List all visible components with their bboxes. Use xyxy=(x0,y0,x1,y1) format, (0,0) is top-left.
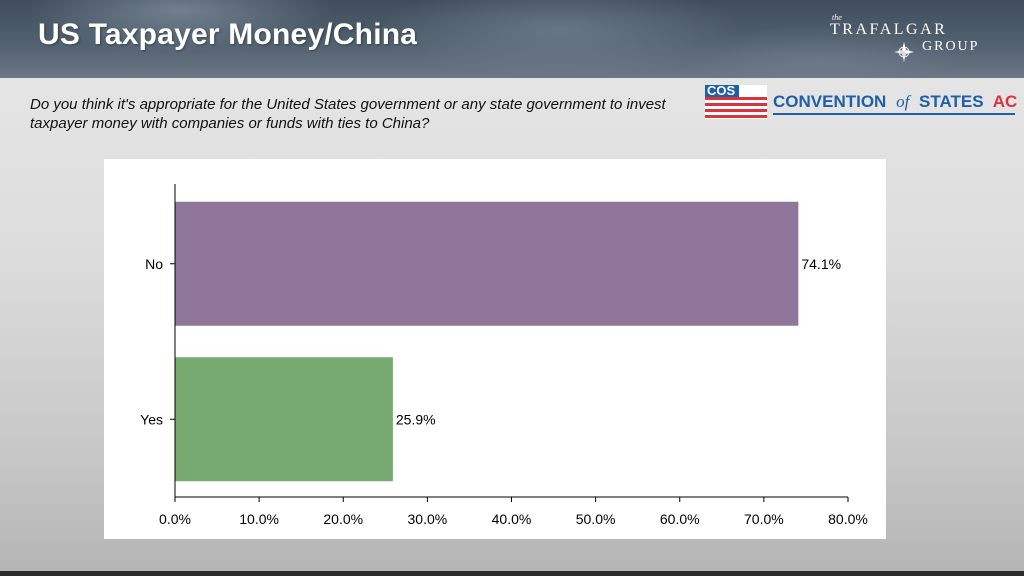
data-label-yes: 25.9% xyxy=(396,411,436,427)
bar-no xyxy=(175,201,799,326)
x-tick-label: 40.0% xyxy=(492,511,532,527)
data-label-no: 74.1% xyxy=(801,256,841,272)
brand-group: GROUP xyxy=(922,39,979,54)
cos-convention: CONVENTION xyxy=(773,92,886,111)
x-tick-label: 20.0% xyxy=(323,511,363,527)
trafalgar-group-logo: the TRAFALGAR GROUP xyxy=(830,13,979,62)
cos-states: STATES xyxy=(919,92,984,111)
header-banner xyxy=(0,0,1024,78)
x-tick-label: 0.0% xyxy=(159,511,191,527)
slide-title: US Taxpayer Money/China xyxy=(38,18,418,51)
x-tick-label: 10.0% xyxy=(239,511,279,527)
bottom-border xyxy=(0,571,1024,576)
cos-action: ACTION xyxy=(993,92,1017,111)
svg-text:CONVENTION of STATES: CONVENTION of STATES ACTION xyxy=(773,92,1017,111)
x-tick-label: 80.0% xyxy=(828,511,868,527)
bar-chart: No 74.1% Yes 25.9% 0.0% 10.0% 20.0% 30.0% 40.0% 5… xyxy=(140,184,868,527)
x-tick-label: 70.0% xyxy=(744,511,784,527)
cos-mark: COS xyxy=(707,83,736,98)
x-tick-label: 30.0% xyxy=(408,511,448,527)
survey-question: Do you think it's appropriate for the Un… xyxy=(30,96,666,132)
brand-trafalgar: TRAFALGAR xyxy=(830,21,947,38)
x-tick-label: 60.0% xyxy=(660,511,700,527)
cos-of: of xyxy=(896,92,912,111)
y-tick-label-no: No xyxy=(145,256,163,272)
convention-of-states-action-logo: COS CONVENTION of STATES ACTION xyxy=(705,83,1017,119)
chart-panel: No 74.1% Yes 25.9% 0.0% 10.0% 20.0% 30.0% 40.0% 5… xyxy=(104,159,886,539)
bar-yes xyxy=(175,357,393,482)
brand-the: the xyxy=(832,13,842,22)
x-tick-label: 50.0% xyxy=(576,511,616,527)
flag-icon xyxy=(705,85,767,119)
y-tick-label-yes: Yes xyxy=(140,411,163,427)
compass-rose-icon xyxy=(894,42,914,62)
